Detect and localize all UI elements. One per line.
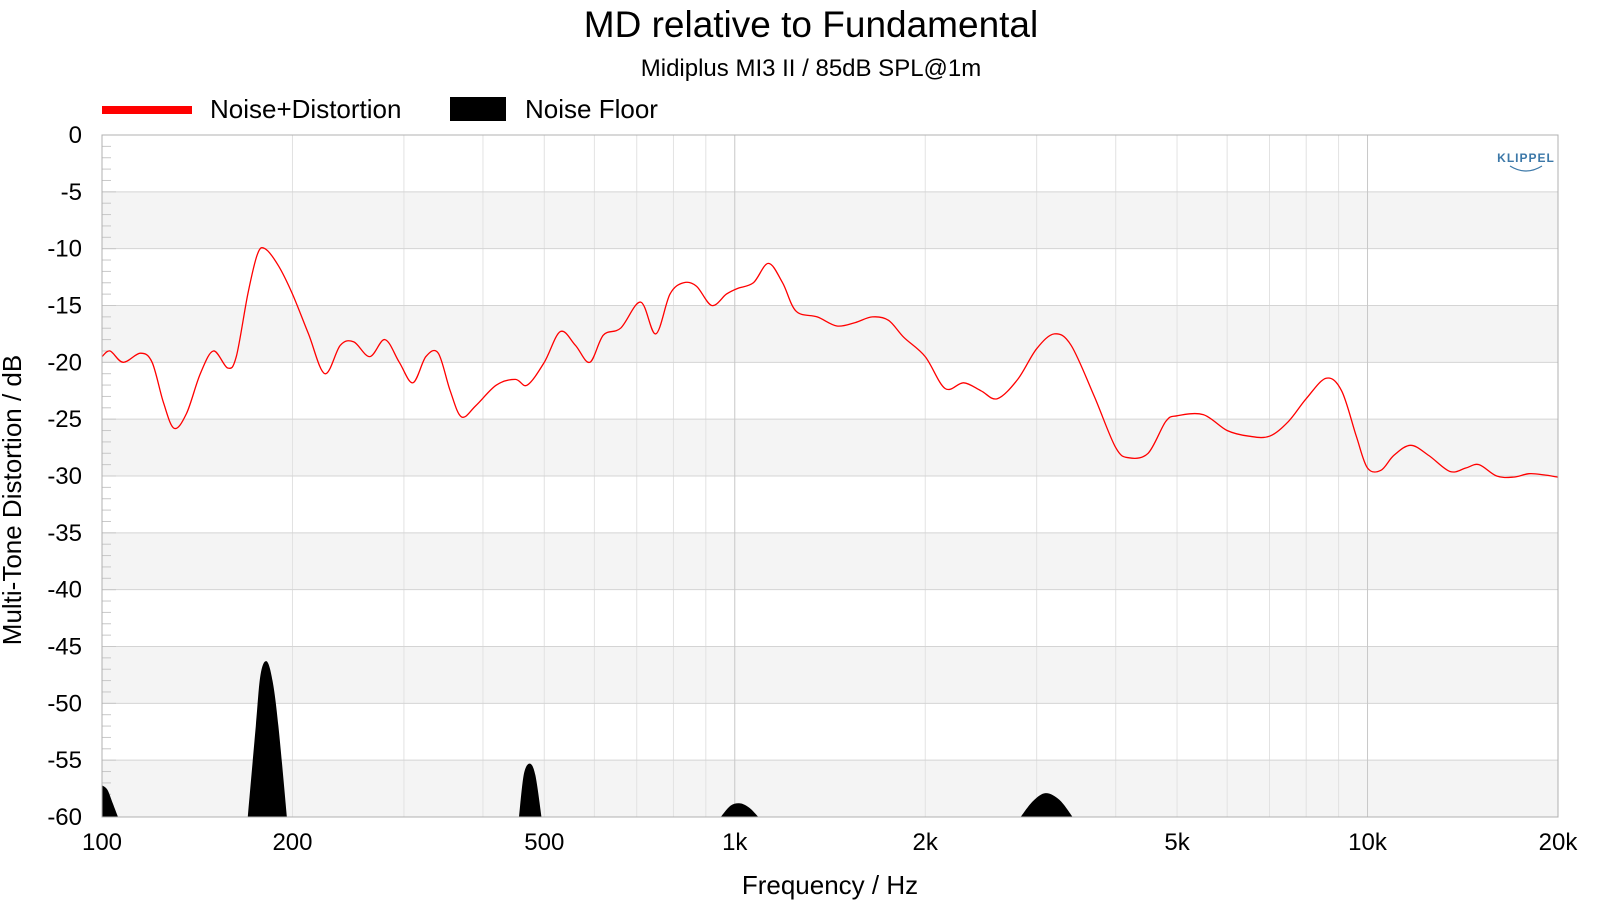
- klippel-logo: KLIPPEL: [1497, 151, 1555, 172]
- noise-floor-peak: [720, 803, 759, 817]
- plot-band: [102, 305, 1558, 363]
- y-tick-label: -45: [47, 634, 82, 661]
- y-tick-label: -20: [47, 349, 82, 376]
- noise-floor-peak: [1020, 793, 1073, 817]
- x-tick-label: 10k: [1348, 829, 1388, 856]
- x-tick-labels: 100 200 500 1k 2k 5k 10k 20k: [82, 829, 1578, 856]
- x-tick-label: 200: [272, 829, 312, 856]
- noise-floor-peak: [519, 763, 542, 817]
- legend-swatch-noise-floor: [450, 97, 506, 121]
- legend-label-noise-floor: Noise Floor: [525, 94, 658, 124]
- chart-title: MD relative to Fundamental: [584, 4, 1038, 45]
- x-tick-label: 2k: [913, 829, 939, 856]
- y-tick-label: -5: [61, 179, 82, 206]
- legend-label-noise-distortion: Noise+Distortion: [210, 94, 401, 124]
- klippel-logo-swoosh: [1509, 165, 1543, 172]
- y-axis-label: Multi-Tone Distortion / dB: [0, 355, 27, 645]
- plot-band: [102, 703, 1558, 761]
- plot-band: [102, 476, 1558, 533]
- x-tick-label: 20k: [1539, 829, 1579, 856]
- plot-band: [102, 191, 1558, 249]
- y-tick-label: -30: [47, 463, 82, 490]
- x-axis-label: Frequency / Hz: [742, 870, 918, 900]
- y-tick-labels: 0 -5 -10 -15 -20 -25 -30 -35 -40 -45 -50 -55 -60: [47, 122, 82, 831]
- y-tick-label: -50: [47, 690, 82, 717]
- y-tick-label: -10: [47, 236, 82, 263]
- plot-band: [102, 589, 1558, 647]
- major-gridlines: [101, 134, 1558, 818]
- x-tick-label: 100: [82, 829, 122, 856]
- plot-band: [102, 135, 1558, 192]
- y-tick-label: -25: [47, 406, 82, 433]
- plot-frame: [101, 134, 1559, 818]
- plot-background: [102, 135, 1558, 817]
- legend-swatch-noise-distortion: [102, 106, 192, 114]
- y-tick-label: -15: [47, 293, 82, 320]
- y-minor-ticks: [102, 134, 116, 818]
- noise-distortion-series: [101, 247, 1559, 479]
- y-tick-label: -35: [47, 520, 82, 547]
- legend: Noise+Distortion Noise Floor: [102, 94, 658, 124]
- plot-band: [102, 760, 1558, 817]
- y-tick-label: 0: [69, 122, 82, 149]
- x-tick-label: 1k: [722, 829, 748, 856]
- plot-band: [102, 248, 1558, 306]
- noise-floor-series: [102, 661, 1073, 817]
- noise-distortion-line: [101, 247, 1559, 479]
- noise-floor-peak: [102, 785, 118, 817]
- chart-subtitle: Midiplus MI3 II / 85dB SPL@1m: [641, 55, 982, 82]
- y-tick-label: -60: [47, 804, 82, 831]
- noise-floor-peak: [247, 661, 287, 817]
- y-tick-label: -55: [47, 747, 82, 774]
- plot-band: [102, 532, 1558, 590]
- y-tick-label: -40: [47, 577, 82, 604]
- plot-band: [102, 419, 1558, 476]
- plot-band: [102, 362, 1558, 420]
- x-tick-label: 5k: [1164, 829, 1190, 856]
- klippel-logo-text: KLIPPEL: [1497, 151, 1555, 165]
- x-tick-label: 500: [524, 829, 564, 856]
- plot-band: [102, 646, 1558, 704]
